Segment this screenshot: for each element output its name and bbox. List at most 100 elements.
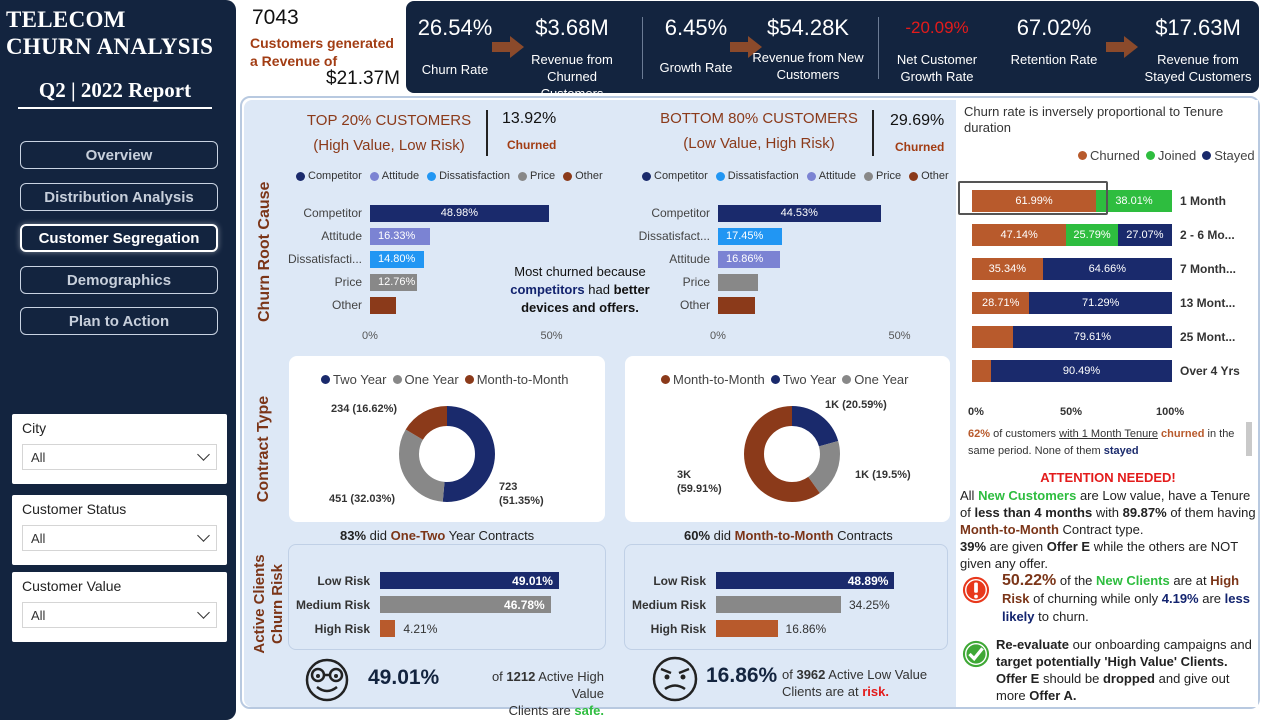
kpi-revenue-stayed: $17.63M Revenue from Stayed Customers (1140, 1, 1256, 93)
bottom-segment-title: BOTTOM 80% CUSTOMERS (Low Value, High Ri… (654, 108, 864, 154)
tenure-bar: 35.34% 64.66% (972, 258, 1172, 280)
cause-category-label: Price (682, 275, 710, 289)
nav-distribution-analysis-button[interactable]: Distribution Analysis (20, 183, 218, 211)
contract-bottom-note: 60% did Month-to-Month Contracts (684, 528, 893, 543)
legend-item: Month-to-Month (661, 372, 765, 387)
risk-category-label: Medium Risk (295, 598, 370, 612)
cause-category-label: Dissatisfact... (638, 229, 710, 243)
kpi-value: 67.02% (1016, 15, 1092, 40)
stat-top-text2: Clients are (508, 703, 571, 718)
legend-item: Joined (1145, 148, 1197, 163)
cause-bar (370, 297, 397, 314)
bottom-segment-churned-label: Churned (895, 140, 945, 154)
legend-item: Dissatisfaction (427, 170, 510, 182)
arrow-right-icon (730, 36, 764, 58)
contract-top-donut (399, 406, 495, 502)
city-dropdown[interactable]: All (22, 444, 217, 470)
cause-note-better: better (613, 282, 650, 297)
tenure-title: Churn rate is inversely proportional to … (964, 104, 1224, 135)
cause-bar (718, 274, 759, 291)
tenure-note-underline: with 1 Month Tenure (1059, 428, 1158, 440)
kpi-label: Net Customer Growth Rate (896, 52, 978, 84)
nerd-face-icon (305, 658, 349, 702)
contract-top-note-pct: 83% (340, 528, 367, 543)
customer-status-filter: Customer Status All (12, 495, 227, 565)
legend-dot (518, 171, 528, 181)
kpi-label: Revenue from Stayed Customers (1144, 52, 1252, 84)
brand-line-2: CHURN ANALYSIS (6, 34, 214, 59)
tenure-segment: 71.29% (1029, 292, 1172, 314)
kpi-value: -20.09% (905, 18, 969, 37)
scrollbar[interactable] (1246, 422, 1252, 456)
tenure-bar: 61.99% 38.01% (972, 190, 1172, 212)
attn-8987: 89.87% (1122, 505, 1167, 520)
nav-plan-to-action-button[interactable]: Plan to Action (20, 307, 218, 335)
top-segment-churned-label: Churned (507, 138, 557, 152)
cause-category-label: Other (679, 298, 710, 312)
legend-dot (770, 375, 780, 384)
axis-tick-label: 50% (1060, 406, 1083, 418)
legend-label: Dissatisfaction (439, 170, 511, 182)
tenure-bar: 28.71% 71.29% (972, 292, 1172, 314)
donut-label: 723 (51.35%) (499, 481, 544, 507)
cause-bar: 16.33% (370, 228, 430, 245)
nav-overview-button[interactable]: Overview (20, 141, 218, 169)
tenure-label: 25 Mont... (1180, 330, 1236, 344)
risk-category-label: Medium Risk (631, 598, 706, 612)
axis-tick-label: 50% (540, 330, 563, 342)
churn-root-cause-title: Churn Root Cause (256, 181, 273, 322)
donut-label: 1K (20.59%) (825, 399, 887, 411)
kpi-value: $3.68M (535, 15, 609, 40)
cause-category-label: Dissatisfacti... (287, 252, 362, 266)
stat-top-num: 1212 (506, 669, 536, 684)
kpi-net-growth: -20.09% Net Customer Growth Rate (884, 1, 990, 93)
nav-customer-segregation-button[interactable]: Customer Segregation (20, 224, 218, 252)
attention-text: All New Customers are Low value, have a … (960, 487, 1256, 572)
alert-less-likely: less likely (1002, 591, 1250, 624)
legend-dot (806, 171, 816, 181)
cause-bar: 16.86% (718, 251, 780, 268)
customer-value-dropdown[interactable]: All (22, 602, 217, 628)
legend-label: Joined (1157, 148, 1197, 163)
tenure-segment: 38.01% (1095, 190, 1172, 212)
risk-bar-label: 48.89% (847, 574, 889, 588)
legend-dot (464, 375, 474, 384)
legend-label: Competitor (654, 170, 708, 182)
legend-label: One Year (854, 372, 909, 387)
attn-less-than-4: less than 4 months (974, 505, 1093, 520)
segment-divider (486, 110, 488, 156)
legend-label: Churned (1090, 148, 1140, 163)
rec-t3: and give out more (996, 671, 1230, 703)
arrow-right-icon (492, 36, 526, 58)
attn-p1: All (960, 488, 975, 503)
contract-top-card: Two Year One Year Month-to-Month 234 (16.6… (289, 356, 605, 522)
brand-title: TELECOM CHURN ANALYSIS (6, 6, 213, 60)
legend-dot (715, 171, 725, 181)
kpi-revenue-churned: $3.68M Revenue from Churned Customers (514, 1, 630, 101)
chevron-down-icon (197, 529, 210, 542)
top-segment-subtitle: (High Value, Low Risk) (313, 137, 465, 154)
kpi-label: Churn Rate (421, 62, 489, 77)
tenure-note-stayed: stayed (1103, 445, 1139, 457)
risk-bar-label: 4.21% (403, 622, 438, 636)
tenure-segment: 25.79% (1066, 224, 1118, 246)
city-filter-label: City (22, 420, 47, 436)
attn-p5: Contract type. (1062, 522, 1144, 537)
legend-item: Price (864, 170, 901, 182)
donut-slice (399, 406, 495, 502)
tenure-segment: 27.07% (1117, 224, 1172, 246)
checkmark-icon (962, 640, 990, 668)
kpi-divider (642, 17, 643, 79)
attn-39: 39% (960, 539, 987, 554)
customer-summary-text: Customers generated a Revenue of (250, 35, 394, 69)
axis-tick-label: 50% (888, 330, 911, 342)
donut-label: 1K (19.5%) (855, 469, 911, 481)
customer-value-filter-label: Customer Value (22, 578, 122, 594)
customer-status-dropdown[interactable]: All (22, 525, 217, 551)
nav-demographics-button[interactable]: Demographics (20, 266, 218, 294)
cause-top-legend: Competitor Attitude Dissatisfaction Price Ot… (296, 170, 603, 182)
risk-category-label: Low Risk (317, 574, 370, 588)
bottom-segment-churn-pct: 29.69% (890, 112, 945, 129)
kpi-label: Retention Rate (1010, 52, 1098, 67)
arrow-right-icon (1106, 36, 1140, 58)
